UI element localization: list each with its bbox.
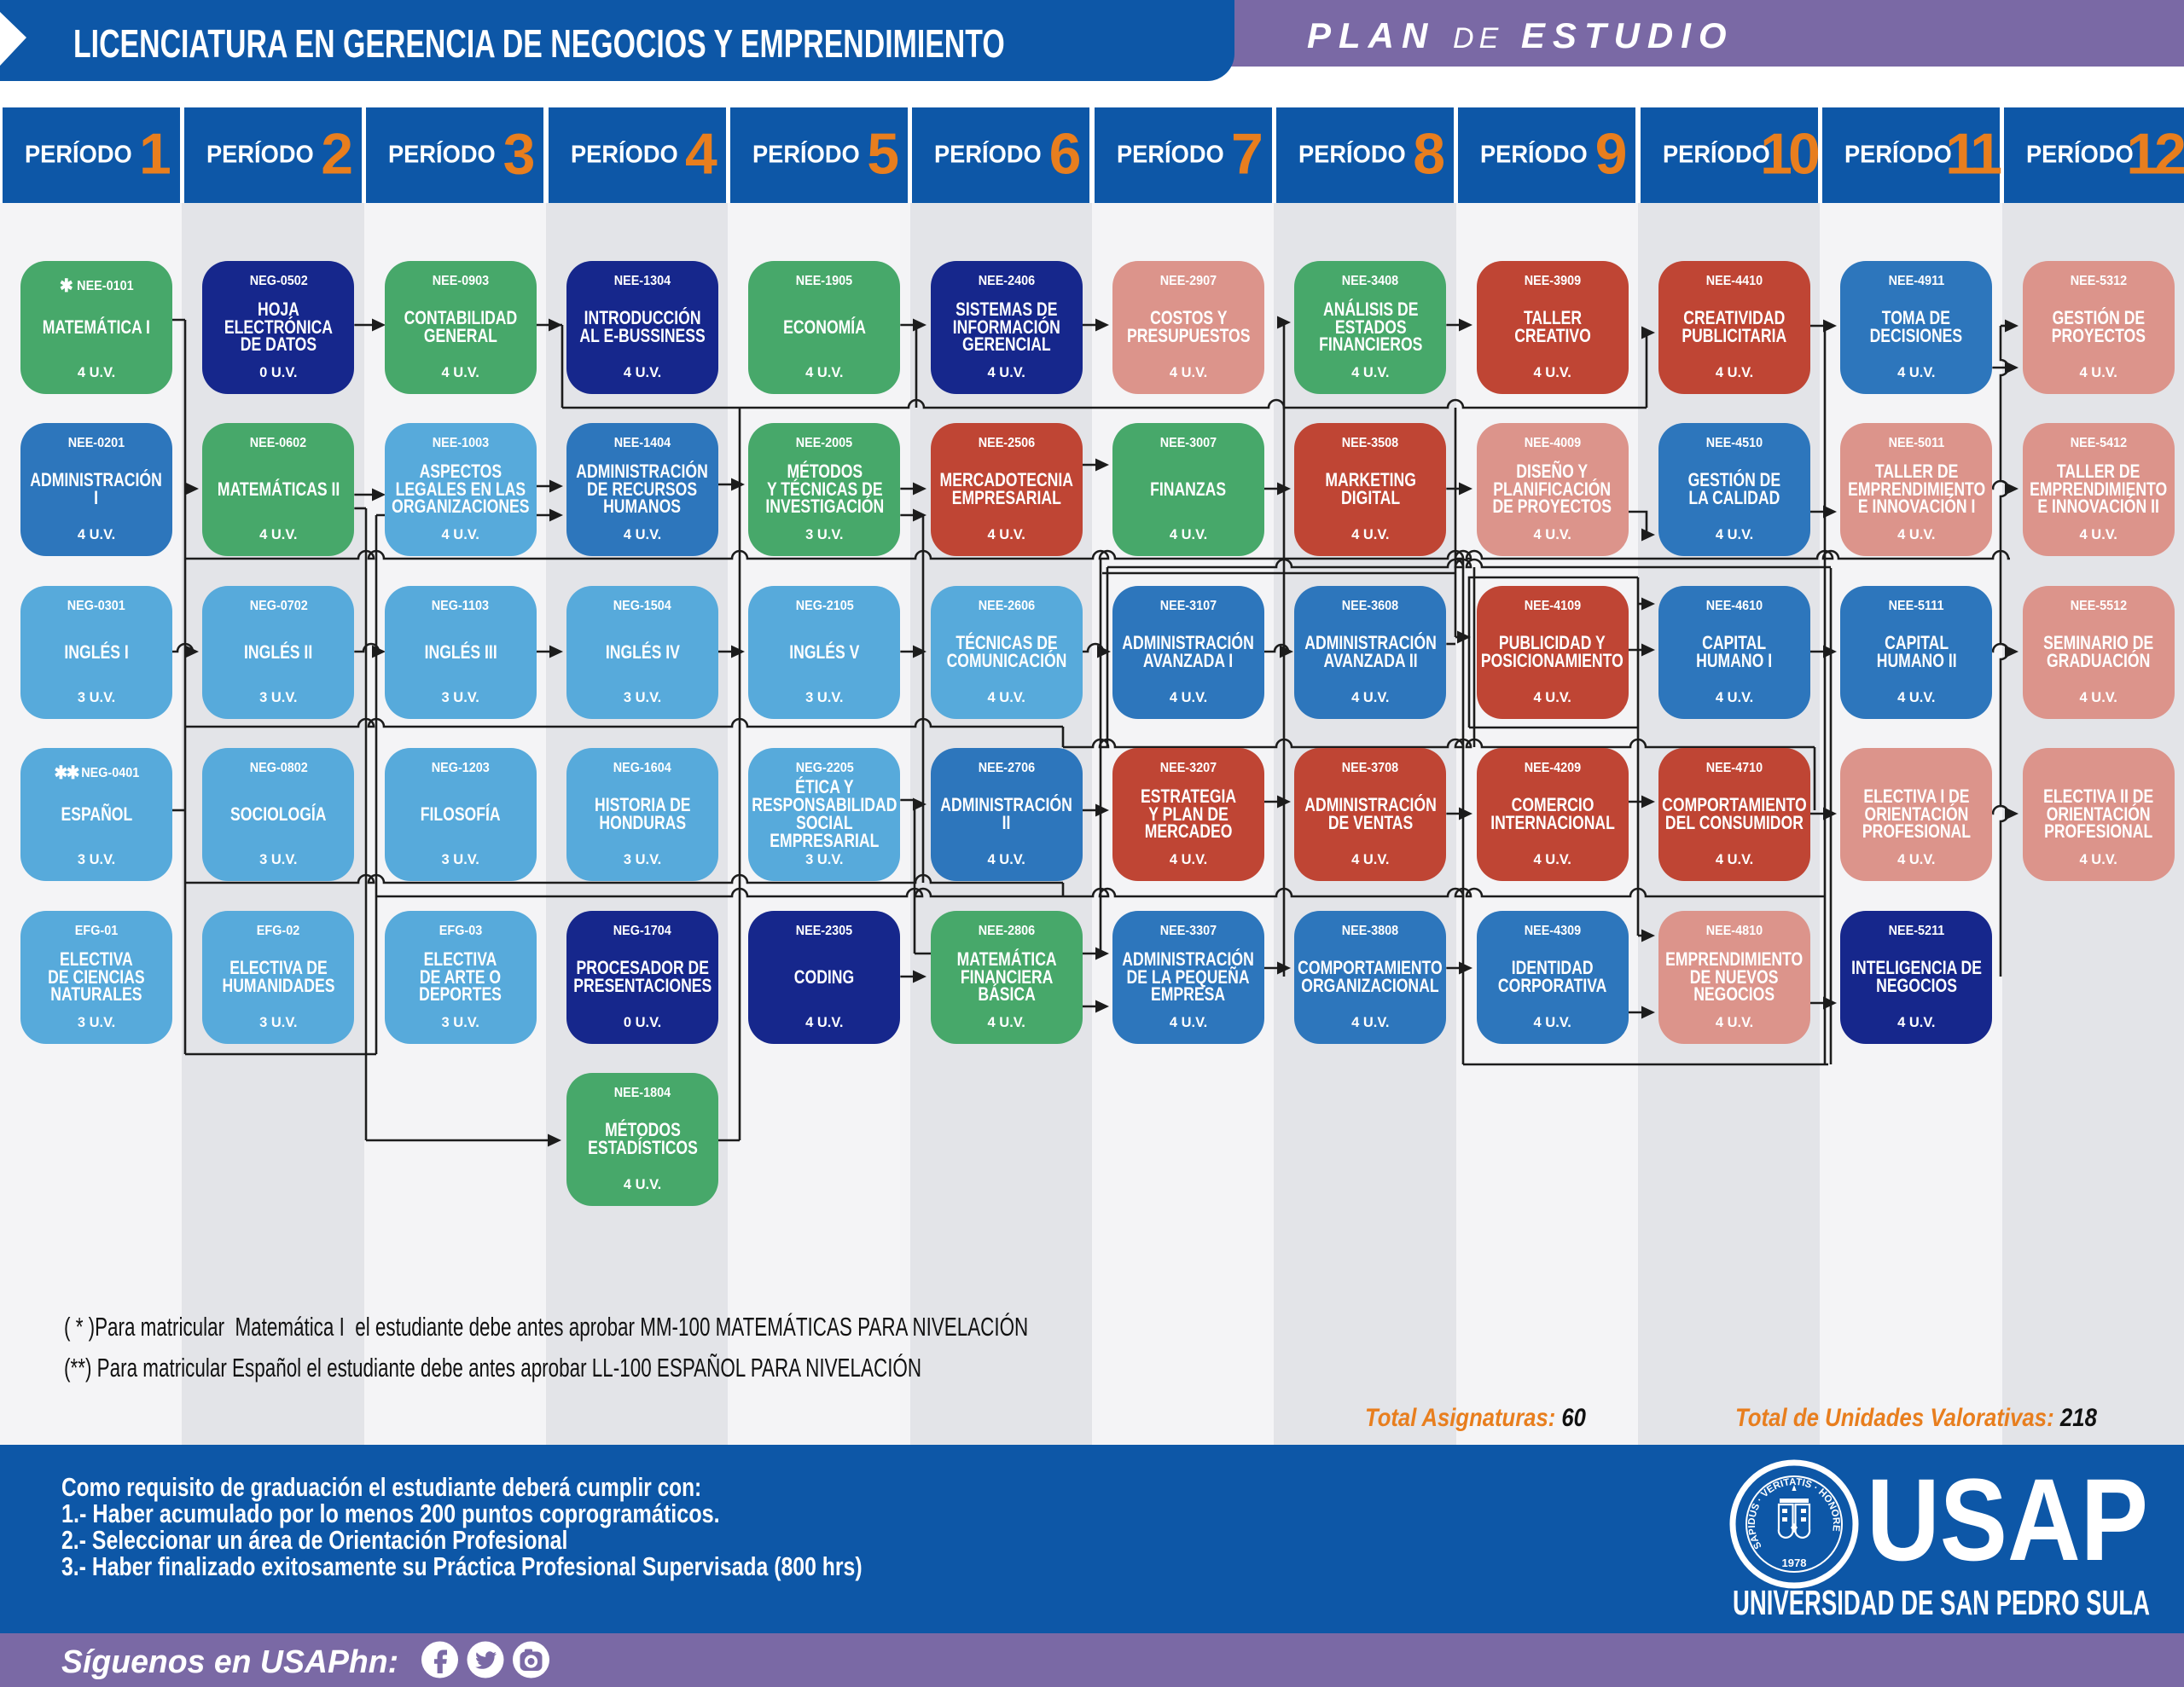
- svg-text:UNIVERSIDAD DE SAN PEDRO SULA: UNIVERSIDAD DE SAN PEDRO SULA: [1733, 1583, 2150, 1622]
- svg-text:1978: 1978: [1782, 1557, 1807, 1569]
- svg-text:USAP: USAP: [1867, 1456, 2148, 1586]
